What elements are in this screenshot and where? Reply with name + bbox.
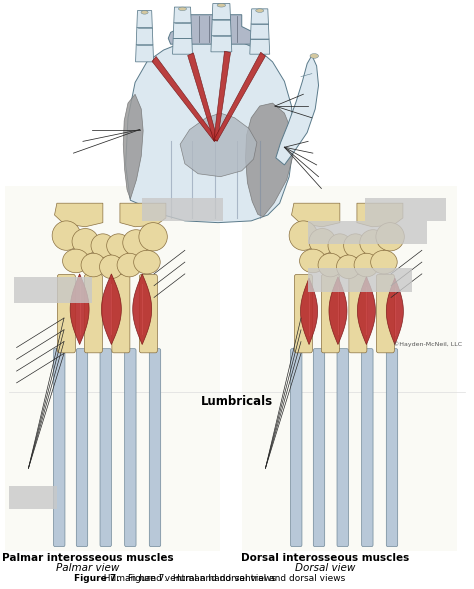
FancyBboxPatch shape [100, 349, 111, 547]
FancyBboxPatch shape [242, 186, 457, 551]
Polygon shape [276, 55, 319, 165]
Ellipse shape [360, 230, 386, 256]
FancyBboxPatch shape [149, 349, 161, 547]
Polygon shape [133, 274, 152, 345]
Polygon shape [173, 38, 192, 54]
FancyBboxPatch shape [9, 486, 57, 509]
Polygon shape [70, 274, 89, 345]
Polygon shape [136, 28, 153, 45]
Ellipse shape [63, 249, 89, 273]
Ellipse shape [117, 253, 142, 277]
Polygon shape [357, 203, 403, 227]
Polygon shape [120, 203, 166, 227]
Text: ©Hayden-McNeil, LLC: ©Hayden-McNeil, LLC [393, 342, 462, 348]
Ellipse shape [81, 253, 106, 277]
Text: Lumbricals: Lumbricals [201, 395, 273, 408]
Ellipse shape [178, 7, 186, 11]
Polygon shape [250, 39, 270, 54]
Polygon shape [212, 4, 230, 19]
Ellipse shape [134, 250, 160, 274]
Text: Dorsal view: Dorsal view [294, 563, 355, 573]
Polygon shape [301, 278, 318, 345]
Polygon shape [386, 278, 403, 345]
Ellipse shape [354, 253, 379, 277]
Text: Figure 7.: Figure 7. [74, 574, 119, 583]
FancyBboxPatch shape [294, 274, 312, 353]
FancyBboxPatch shape [125, 349, 136, 547]
Polygon shape [211, 19, 231, 36]
Text: Figure 7.  Human hand ventral and dorsal views: Figure 7. Human hand ventral and dorsal … [128, 574, 346, 583]
Text: Palmar view: Palmar view [56, 563, 119, 573]
Ellipse shape [337, 255, 360, 279]
Polygon shape [123, 94, 143, 199]
FancyBboxPatch shape [14, 277, 92, 303]
Polygon shape [214, 51, 230, 141]
Polygon shape [168, 15, 256, 44]
Polygon shape [174, 7, 191, 23]
Ellipse shape [309, 229, 336, 254]
Ellipse shape [107, 234, 130, 257]
Ellipse shape [256, 9, 264, 12]
Ellipse shape [91, 234, 115, 257]
FancyBboxPatch shape [386, 349, 398, 547]
FancyBboxPatch shape [76, 349, 88, 547]
FancyBboxPatch shape [308, 221, 427, 244]
Ellipse shape [139, 223, 167, 251]
Ellipse shape [52, 221, 81, 250]
Ellipse shape [100, 255, 123, 279]
Polygon shape [137, 11, 152, 28]
FancyBboxPatch shape [139, 274, 157, 353]
Polygon shape [188, 53, 218, 141]
Ellipse shape [344, 234, 367, 257]
Polygon shape [180, 113, 257, 177]
FancyBboxPatch shape [54, 349, 65, 547]
Ellipse shape [141, 11, 148, 14]
Text: Palmar interosseous muscles: Palmar interosseous muscles [2, 554, 173, 563]
Ellipse shape [310, 54, 319, 58]
Ellipse shape [328, 234, 352, 257]
FancyBboxPatch shape [313, 349, 325, 547]
FancyBboxPatch shape [112, 274, 130, 353]
Polygon shape [211, 36, 232, 52]
Ellipse shape [371, 250, 397, 274]
Ellipse shape [318, 253, 343, 277]
FancyBboxPatch shape [337, 349, 348, 547]
Ellipse shape [289, 221, 318, 250]
Polygon shape [126, 42, 294, 223]
FancyBboxPatch shape [365, 198, 446, 221]
Ellipse shape [123, 230, 149, 256]
FancyBboxPatch shape [57, 274, 75, 353]
FancyBboxPatch shape [291, 349, 302, 547]
Polygon shape [250, 24, 269, 39]
Polygon shape [136, 45, 154, 62]
Polygon shape [55, 203, 103, 227]
Ellipse shape [217, 4, 226, 7]
Polygon shape [173, 23, 192, 38]
Text: Dorsal interosseous muscles: Dorsal interosseous muscles [241, 554, 409, 563]
FancyBboxPatch shape [376, 274, 394, 353]
Ellipse shape [376, 223, 404, 251]
Text: Human hand ventral and dorsal views: Human hand ventral and dorsal views [98, 574, 276, 583]
FancyBboxPatch shape [308, 268, 412, 292]
Polygon shape [329, 277, 347, 345]
Polygon shape [251, 9, 268, 24]
Polygon shape [214, 52, 265, 141]
Polygon shape [292, 203, 340, 227]
Polygon shape [246, 103, 293, 217]
Ellipse shape [72, 229, 99, 254]
FancyBboxPatch shape [84, 274, 102, 353]
FancyBboxPatch shape [5, 186, 220, 551]
Ellipse shape [300, 249, 326, 273]
FancyBboxPatch shape [321, 274, 339, 353]
Polygon shape [101, 274, 121, 345]
FancyBboxPatch shape [142, 198, 223, 221]
FancyBboxPatch shape [349, 274, 367, 353]
Polygon shape [152, 57, 217, 141]
Polygon shape [357, 277, 375, 345]
FancyBboxPatch shape [362, 349, 373, 547]
